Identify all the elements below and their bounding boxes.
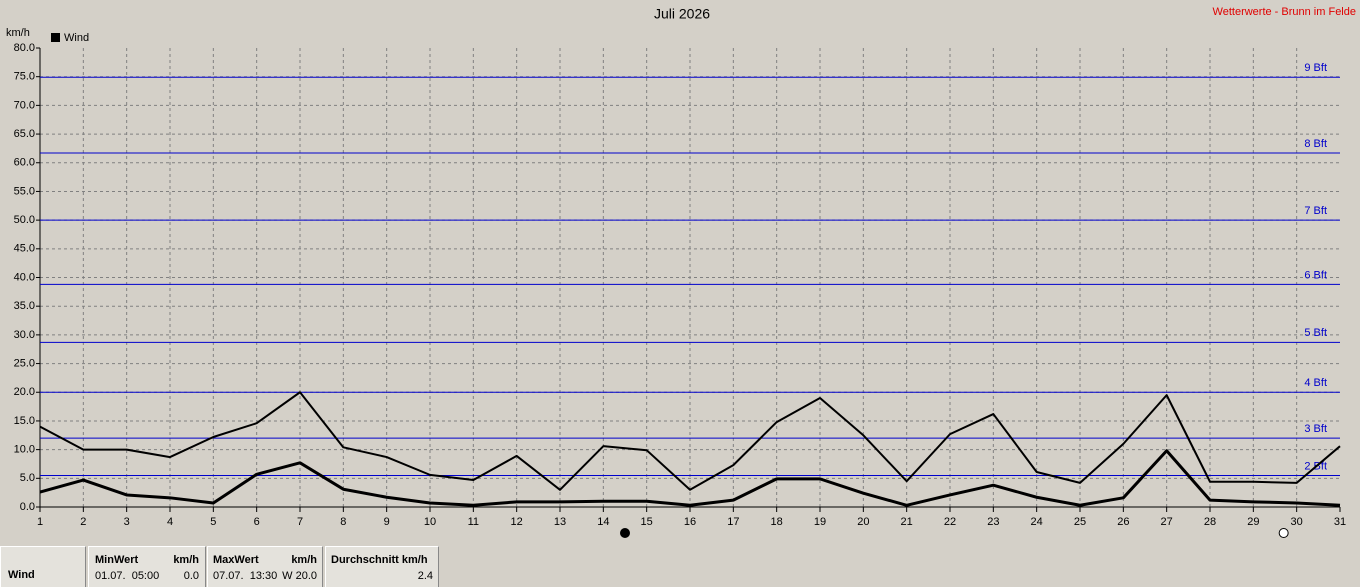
x-tick-label: 13 (554, 516, 566, 528)
x-tick-label: 9 (384, 516, 390, 528)
x-tick-label: 19 (814, 516, 826, 528)
x-tick-label: 10 (424, 516, 436, 528)
moon-phase (620, 528, 630, 538)
x-tick-label: 5 (210, 516, 216, 528)
y-tick-label: 65.0 (14, 128, 35, 140)
x-tick-label: 6 (254, 516, 260, 528)
x-tick-label: 24 (1031, 516, 1043, 528)
x-tick-label: 23 (987, 516, 999, 528)
y-tick-label: 70.0 (14, 99, 35, 111)
summary-header: km/h (291, 554, 317, 566)
beaufort-label: 3 Bft (1304, 423, 1327, 435)
y-tick-label: 50.0 (14, 214, 35, 226)
x-tick-label: 18 (771, 516, 783, 528)
y-tick-label: 15.0 (14, 415, 35, 427)
y-tick-label: 0.0 (20, 501, 35, 513)
summary-value: 01.07. 05:00 (95, 570, 160, 582)
summary-header: MinWert (95, 554, 139, 566)
x-tick-label: 7 (297, 516, 303, 528)
x-tick-label: 20 (857, 516, 869, 528)
y-tick-label: 75.0 (14, 71, 35, 83)
chart: Juli 2026 Wetterwerte - Brunn im Felde k… (6, 6, 1356, 538)
x-tick-label: 3 (124, 516, 130, 528)
x-tick-label: 28 (1204, 516, 1216, 528)
x-tick-label: 25 (1074, 516, 1086, 528)
summary-header: Wind (8, 569, 35, 581)
y-tick-label: 20.0 (14, 386, 35, 398)
beaufort-label: 7 Bft (1304, 205, 1327, 217)
x-tick-label: 29 (1247, 516, 1259, 528)
beaufort-label: 5 Bft (1304, 327, 1327, 339)
beaufort-label: 8 Bft (1304, 138, 1327, 150)
y-tick-label: 60.0 (14, 157, 35, 169)
summary-cell: Wind (0, 546, 86, 587)
y-axis-label: km/h (6, 27, 30, 39)
x-tick-label: 30 (1291, 516, 1303, 528)
data-line (39, 391, 1341, 491)
x-tick-label: 22 (944, 516, 956, 528)
y-tick-label: 40.0 (14, 271, 35, 283)
legend-swatch (51, 33, 60, 42)
summary-header: km/h (173, 554, 199, 566)
y-tick-label: 45.0 (14, 243, 35, 255)
summary-header: Durchschnitt km/h (331, 554, 428, 566)
summary-value: W 20.0 (282, 570, 317, 582)
x-tick-label: 31 (1334, 516, 1346, 528)
x-tick-label: 27 (1161, 516, 1173, 528)
summary-value: 2.4 (417, 570, 433, 582)
y-tick-label: 35.0 (14, 300, 35, 312)
x-tick-label: 1 (37, 516, 43, 528)
moon-phase (1278, 528, 1289, 538)
x-tick-label: 11 (468, 516, 479, 528)
chart-subtitle: Wetterwerte - Brunn im Felde (1213, 6, 1356, 18)
summary-value: 0.0 (183, 570, 199, 582)
x-tick-label: 4 (167, 516, 173, 528)
y-tick-label: 5.0 (20, 472, 35, 484)
x-tick-label: 17 (727, 516, 739, 528)
summary-value: 07.07. 13:30 (213, 570, 278, 582)
x-tick-label: 12 (511, 516, 523, 528)
y-tick-label: 25.0 (14, 357, 35, 369)
y-tick-label: 10.0 (14, 444, 35, 456)
beaufort-label: 6 Bft (1304, 269, 1327, 281)
y-tick-label: 80.0 (14, 42, 35, 54)
summary-cell: MinWert km/h 01.07. 05:00 0.0 (88, 546, 206, 587)
x-tick-label: 8 (340, 516, 346, 528)
y-tick-label: 55.0 (14, 185, 35, 197)
beaufort-label: 4 Bft (1304, 377, 1327, 389)
y-tick-label: 30.0 (14, 329, 35, 341)
x-tick-label: 26 (1117, 516, 1129, 528)
summary-cell: Durchschnitt km/h 2.4 (325, 546, 439, 587)
x-tick-label: 14 (597, 516, 609, 528)
x-tick-label: 2 (80, 516, 86, 528)
x-tick-label: 15 (641, 516, 653, 528)
legend-label: Wind (64, 32, 89, 44)
data-line (39, 449, 1341, 507)
summary-header: MaxWert (213, 554, 259, 566)
x-tick-label: 21 (901, 516, 913, 528)
x-tick-label: 16 (684, 516, 696, 528)
summary-cell: MaxWert km/h 07.07. 13:30 W 20.0 (207, 546, 323, 587)
beaufort-label: 9 Bft (1304, 62, 1327, 74)
chart-title: Juli 2026 (654, 6, 710, 22)
